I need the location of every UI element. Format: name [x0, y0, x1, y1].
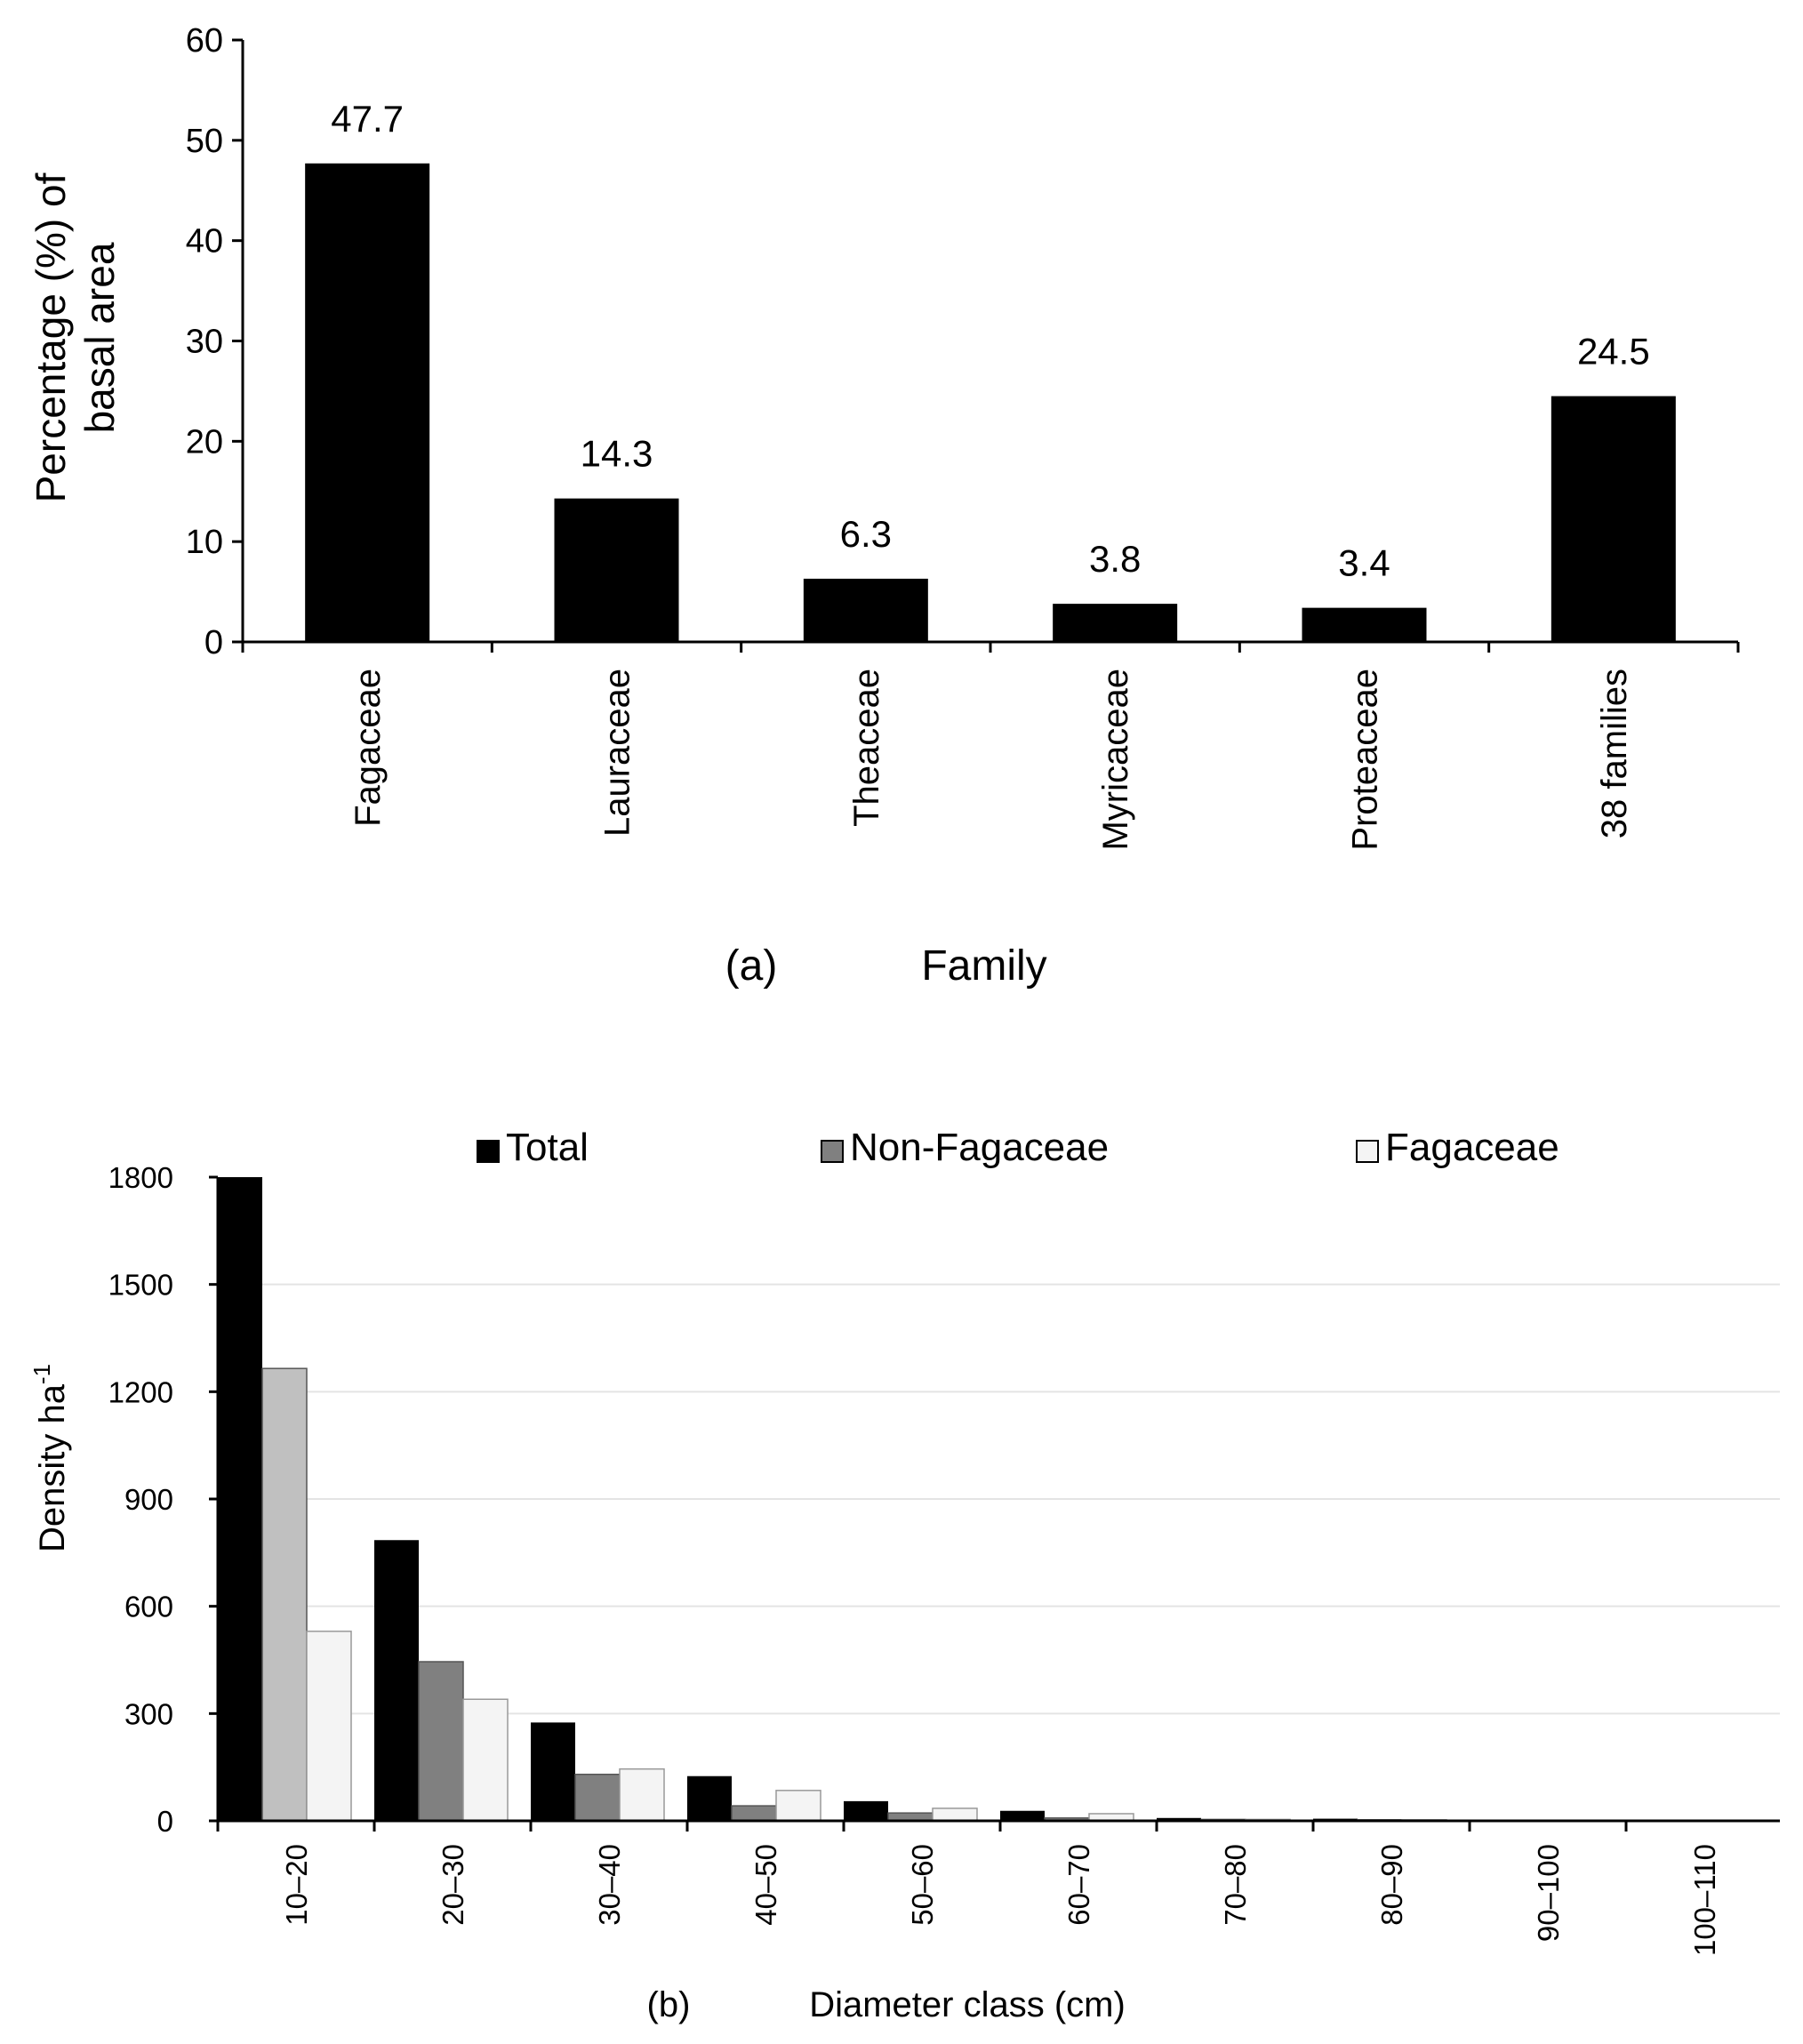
chart-a-category-label: 38 families	[1595, 669, 1634, 838]
chart-a-y-tick-label: 0	[204, 624, 223, 661]
chart-b-bar-total	[844, 1800, 888, 1821]
chart-b-category-label: 80–90	[1375, 1844, 1408, 1926]
chart-b-y-tick-label: 600	[124, 1591, 173, 1623]
chart-b-bar-non-fagaceae	[261, 1367, 308, 1822]
chart-a-y-tick-label: 10	[186, 524, 223, 561]
chart-a-data-label: 14.3	[581, 433, 653, 475]
chart-b-x-axis-title: Diameter class (cm)	[809, 1985, 1126, 2024]
chart-b-legend-swatch	[477, 1140, 500, 1163]
chart-a-bar-theaceae	[803, 578, 928, 642]
chart-b-bar-non-fagaceae	[574, 1773, 621, 1822]
chart-b-category-label: 90–100	[1532, 1844, 1565, 1942]
chart-b-y-axis-title-text: Density ha	[33, 1383, 72, 1552]
chart-a-data-label: 3.4	[1338, 542, 1390, 584]
chart-b-category-label: 30–40	[593, 1844, 626, 1926]
chart-a-data-label: 6.3	[840, 513, 892, 555]
chart-b-bar-total	[687, 1775, 732, 1821]
chart-b-y-tick-label: 1800	[108, 1161, 173, 1194]
chart-b-bar-total	[218, 1177, 262, 1821]
chart-a-category-label: Lauraceae	[598, 669, 637, 837]
chart-b-bar-fagaceae	[932, 1808, 978, 1822]
chart-a: 47.7 Fagaceae 14.3 Lauraceae 6.3 Theaceae 3.8 M…	[28, 22, 1740, 990]
chart-a-y-tick-label: 50	[186, 123, 223, 160]
chart-a-bar-fagaceae	[305, 163, 430, 642]
chart-a-category-label: Proteaceae	[1346, 669, 1385, 851]
chart-b-panel-label: (b)	[647, 1985, 691, 2024]
chart-b-category-label: 60–70	[1062, 1844, 1095, 1926]
chart-b-category-label: 20–30	[437, 1844, 469, 1926]
chart-a-panel-label: (a)	[725, 942, 778, 990]
chart-b: 0 300 600 900 1200 1500 1800 10–20 20–30 30–40 40…	[28, 1126, 1780, 2024]
chart-b-y-axis-title-sup: -1	[28, 1364, 55, 1384]
chart-b-category-label: 100–110	[1688, 1844, 1721, 1956]
chart-b-bar-fagaceae	[775, 1790, 821, 1822]
chart-b-legend-swatch	[821, 1140, 844, 1163]
chart-a-y-axis-title-line2: basal area	[76, 242, 123, 433]
chart-a-category-label: Theaceae	[847, 669, 886, 827]
chart-a-bar-proteaceae	[1302, 607, 1427, 642]
chart-b-legend-label: Fagaceae	[1385, 1126, 1559, 1169]
chart-b-y-tick-label: 900	[124, 1483, 173, 1516]
chart-a-bar-lauraceae	[554, 498, 679, 642]
chart-b-bar-total	[1157, 1817, 1201, 1821]
chart-a-y-tick-label: 40	[186, 223, 223, 261]
chart-b-legend-swatch	[1356, 1140, 1379, 1163]
chart-b-bar-non-fagaceae	[418, 1661, 464, 1822]
chart-b-legend: Total Non-Fagaceae Fagaceae	[477, 1126, 1559, 1169]
chart-b-category-label: 70–80	[1219, 1844, 1252, 1926]
chart-a-bar-myricaceae	[1053, 604, 1178, 642]
chart-b-bar-total	[531, 1722, 575, 1821]
chart-b-category-label: 10–20	[280, 1844, 313, 1926]
chart-b-bar-fagaceae	[462, 1698, 509, 1822]
chart-b-y-tick-label: 1500	[108, 1269, 173, 1302]
chart-a-bar-38-families	[1551, 396, 1676, 642]
chart-a-data-label: 47.7	[331, 98, 404, 140]
chart-b-y-tick-label: 1200	[108, 1375, 173, 1408]
chart-a-data-label: 3.8	[1089, 538, 1141, 580]
chart-b-bar-non-fagaceae	[731, 1805, 777, 1822]
chart-a-category-label: Fagaceae	[349, 669, 388, 827]
chart-b-bar-fagaceae	[619, 1767, 665, 1822]
chart-b-category-label: 50–60	[906, 1844, 939, 1926]
chart-b-y-tick-label: 300	[124, 1697, 173, 1730]
chart-b-legend-label: Non-Fagaceae	[850, 1126, 1109, 1169]
chart-a-y-tick-label: 60	[186, 22, 223, 60]
chart-a-y-tick-label: 20	[186, 423, 223, 461]
chart-b-bar-total	[1000, 1810, 1045, 1821]
chart-b-y-tick-label: 0	[157, 1805, 173, 1838]
chart-b-y-axis-title: Density ha-1	[28, 1364, 72, 1552]
chart-b-legend-label: Total	[506, 1126, 589, 1169]
chart-b-bar-fagaceae	[306, 1631, 352, 1822]
chart-a-x-axis-title: Family	[921, 942, 1046, 990]
chart-a-category-label: Myricaceae	[1096, 669, 1135, 851]
chart-b-bar-total	[374, 1540, 419, 1821]
chart-a-y-tick-label: 30	[186, 324, 223, 361]
chart-a-y-axis-title-line1: Percentage (%) of	[28, 172, 74, 502]
chart-a-data-label: 24.5	[1577, 331, 1650, 373]
chart-b-category-label: 40–50	[749, 1844, 782, 1926]
